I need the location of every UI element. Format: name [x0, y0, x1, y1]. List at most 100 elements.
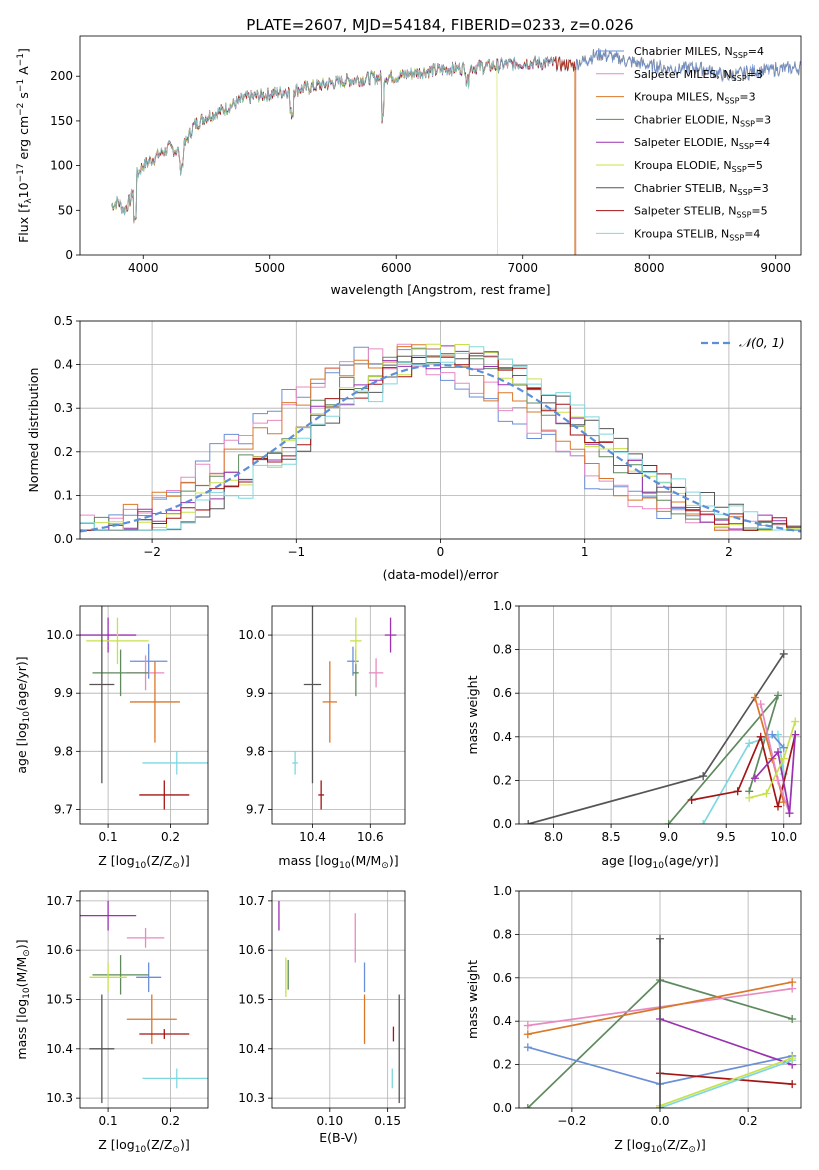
y-tick-label: 0.4: [493, 1014, 512, 1028]
weight-marker: [699, 772, 708, 781]
legend-label: Kroupa MILES, NSSP=3: [634, 91, 756, 106]
age-vs-metallicity-panel: 0.1 0.2 9.7 9.8 9.9 10.0 Z [log10(Z/Z⊙)] age [l…: [14, 605, 209, 871]
spectrum-line-kroupa-elodie: [111, 59, 498, 255]
legend-label: Salpeter MILES, NSSP=3: [634, 68, 763, 83]
axes-frame: [271, 605, 406, 825]
axes-frame: [518, 890, 802, 1109]
y-tick-label: 10.0: [238, 628, 265, 642]
x-tick-label: 8000: [634, 261, 665, 275]
weight-line: [659, 1072, 793, 1085]
weight-marker: [524, 820, 533, 824]
weight-line: [667, 694, 779, 824]
x-tick-label: 0.1: [99, 830, 118, 844]
x-tick-label: 0.2: [161, 1114, 180, 1128]
x-tick-label: 9.5: [717, 830, 736, 844]
weight-marker: [773, 802, 782, 811]
y-tick-label: 100: [50, 159, 73, 173]
axes-frame: [79, 605, 209, 825]
x-tick-label: 10.4: [299, 830, 326, 844]
spectrum-line-kroupa-stelib: [111, 55, 554, 223]
x-tick-label: 0.10: [316, 1114, 343, 1128]
legend-label: 𝒩(0, 1): [739, 335, 785, 350]
y-tick-label: 0: [65, 248, 73, 262]
mass-vs-metallicity-panel: 0.1 0.2 10.3 10.4 10.5 10.6 10.7 Z [log10(Z/Z⊙)…: [14, 890, 209, 1155]
axis-label: mass [log10(M/M⊙)]: [278, 853, 398, 871]
histogram-kroupa-stelib: [80, 346, 801, 531]
axes-frame: [79, 890, 209, 1109]
figure-title: PLATE=2607, MJD=54184, FIBERID=0233, z=0…: [246, 16, 633, 34]
axis-label: Z [log10(Z/Z⊙)]: [98, 853, 189, 871]
y-tick-label: 10.6: [46, 943, 73, 957]
y-tick-label: 10.7: [238, 894, 265, 908]
y-tick-label: 9.7: [54, 802, 73, 816]
y-axis-label: Flux [fλ10−17 erg cm−2 s−1 A−1]: [16, 48, 34, 243]
weight-marker: [791, 717, 800, 726]
weight-vs-age-panel: 8.0 8.5 9.0 9.5 10.0 0.0 0.2 0.4 0.6 0.8 1.0 age [l…: [465, 599, 802, 871]
weight-marker: [745, 739, 754, 748]
y-tick-label: 10.5: [238, 993, 265, 1007]
x-tick-label: 2: [725, 545, 733, 559]
y-tick-label: 10.7: [46, 894, 73, 908]
axes-frame: [271, 890, 406, 1109]
y-tick-label: 0.5: [54, 314, 73, 328]
y-tick-label: 0.2: [54, 445, 73, 459]
x-tick-label: −2: [143, 545, 161, 559]
weight-marker: [745, 793, 754, 802]
y-axis-label: Normed distribution: [26, 368, 41, 493]
weight-line: [702, 733, 785, 824]
x-axis-label: E(B-V): [319, 1130, 358, 1145]
weight-line: [771, 734, 785, 749]
x-tick-label: −0.2: [557, 1114, 586, 1128]
y-tick-label: 0.4: [54, 358, 73, 372]
weight-marker: [523, 1043, 532, 1052]
weight-line: [748, 721, 797, 799]
weight-marker: [756, 700, 765, 709]
y-tick-label: 0.6: [493, 686, 512, 700]
legend-label: Chabrier MILES, NSSP=4: [634, 45, 764, 60]
y-tick-label: 0.1: [54, 488, 73, 502]
x-tick-label: 4000: [128, 261, 159, 275]
legend-label: Kroupa STELIB, NSSP=4: [634, 227, 760, 242]
y-tick-label: 0.0: [54, 532, 73, 546]
axes-frame: [79, 320, 802, 540]
y-tick-label: 10.5: [46, 993, 73, 1007]
y-tick-label: 0.2: [493, 1058, 512, 1072]
normal-curve: [79, 364, 802, 533]
weight-line: [659, 1018, 793, 1066]
residuals-panel: −2 −1 0 1 2 0.0 0.1 0.2 0.3 0.4 0.5 𝒩(0, 1) (data-mo…: [26, 314, 802, 582]
x-tick-label: 6000: [381, 261, 412, 275]
x-tick-label: 0.15: [374, 1114, 401, 1128]
y-tick-label: 9.8: [246, 744, 265, 758]
y-tick-label: 50: [58, 203, 73, 217]
legend-label: Salpeter STELIB, NSSP=5: [634, 205, 768, 220]
y-tick-label: 0.8: [493, 643, 512, 657]
weight-marker: [785, 809, 794, 818]
weight-marker: [750, 693, 759, 702]
weight-marker: [779, 649, 788, 658]
x-axis-label: (data-model)/error: [383, 567, 500, 582]
weight-marker: [773, 691, 782, 700]
y-tick-label: 10.6: [238, 943, 265, 957]
x-tick-label: 10.6: [357, 830, 384, 844]
x-tick-label: 0.1: [99, 1114, 118, 1128]
weight-marker: [687, 796, 696, 805]
y-tick-label: 0.0: [493, 817, 512, 831]
mass-vs-ebv-panel: 0.10 0.15 10.3 10.4 10.5 10.6 10.7 E(B-V): [238, 890, 406, 1145]
y-tick-label: 150: [50, 114, 73, 128]
x-tick-label: 0.2: [739, 1114, 758, 1128]
weight-line: [754, 734, 797, 814]
y-tick-label: 10.0: [46, 628, 73, 642]
axis-label: Z [log10(Z/Z⊙)]: [98, 1137, 189, 1155]
y-tick-label: 0.2: [493, 773, 512, 787]
x-tick-label: 5000: [254, 261, 285, 275]
weight-marker: [756, 732, 765, 741]
weight-marker: [523, 1030, 532, 1039]
age-vs-mass-panel: 10.4 10.6 9.7 9.8 9.9 10.0 mass [log10(M/M⊙)]: [238, 605, 406, 871]
spectrum-panel: 4000 5000 6000 7000 8000 9000 0 50 100 150 200 wave…: [16, 35, 802, 297]
x-tick-label: 1: [581, 545, 589, 559]
weight-line: [659, 1059, 793, 1108]
axis-label: age [log10(age/yr)]: [601, 853, 718, 871]
weight-marker: [768, 730, 777, 739]
y-tick-label: 200: [50, 69, 73, 83]
